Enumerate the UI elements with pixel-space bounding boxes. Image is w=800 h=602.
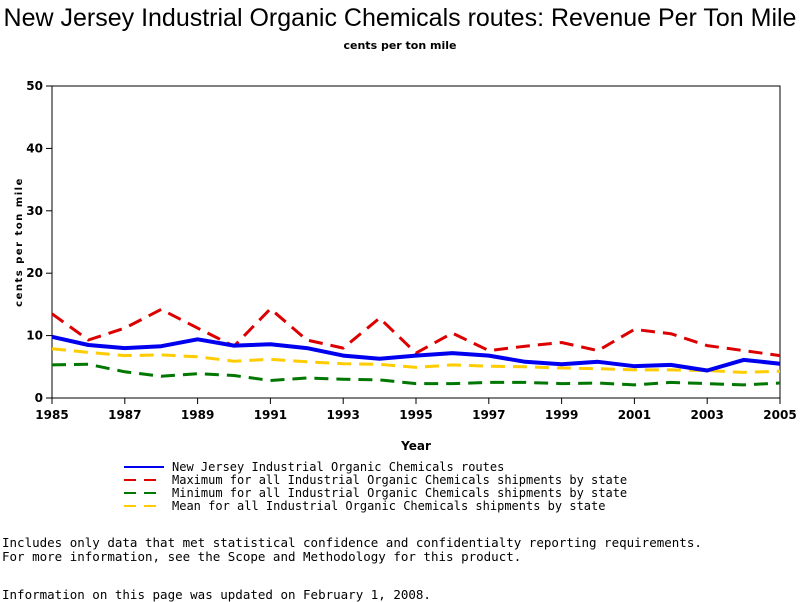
- legend-item: Minimum for all Industrial Organic Chemi…: [124, 485, 628, 500]
- x-tick-label: 2003: [690, 408, 723, 422]
- x-tick-label: 2005: [763, 408, 796, 422]
- legend-item: New Jersey Industrial Organic Chemicals …: [124, 459, 627, 474]
- y-axis-title: cents per ton mile: [14, 177, 25, 307]
- x-tick-label: 2001: [618, 408, 651, 422]
- footnote-confidence: Includes only data that met statistical …: [2, 535, 702, 550]
- legend-item: Maximum for all Industrial Organic Chemi…: [124, 472, 628, 487]
- legend-swatch: [124, 504, 164, 507]
- x-axis-title: Year: [400, 439, 431, 453]
- legend-item: Mean for all Industrial Organic Chemical…: [124, 498, 627, 513]
- y-tick-label: 0: [35, 391, 43, 405]
- plot-frame: [51, 85, 781, 399]
- series-line-1: [51, 307, 781, 358]
- y-tick-label: 20: [26, 266, 43, 280]
- axis-ticks: 1985 1987 1989 1991 1993 1995 1997 1999 2001 2003…: [26, 79, 796, 422]
- chart-title: New Jersey Industrial Organic Chemicals …: [3, 4, 797, 32]
- series-line-2: [51, 362, 781, 387]
- chart-legend: New Jersey Industrial Organic Chemicals …: [124, 459, 628, 513]
- y-tick-label: 10: [26, 329, 43, 343]
- legend-swatch: [124, 465, 164, 468]
- x-tick-label: 1991: [254, 408, 287, 422]
- y-tick-label: 40: [26, 141, 43, 155]
- update-notice: Information on this page was updated on …: [2, 587, 431, 602]
- legend-swatch: [124, 478, 164, 481]
- series-line-0: [51, 334, 781, 373]
- x-tick-label: 1989: [181, 408, 214, 422]
- y-tick-label: 30: [26, 204, 43, 218]
- legend-label: Maximum for all Industrial Organic Chemi…: [172, 472, 628, 487]
- footnote-methodology: For more information, see the Scope and …: [2, 549, 522, 564]
- legend-label: Mean for all Industrial Organic Chemical…: [172, 498, 606, 513]
- chart-subtitle: cents per ton mile: [343, 39, 457, 52]
- series-lines: [51, 307, 781, 387]
- x-tick-label: 1985: [35, 408, 68, 422]
- legend-swatch: [124, 491, 164, 494]
- x-tick-label: 1993: [326, 408, 359, 422]
- x-tick-label: 1999: [545, 408, 578, 422]
- series-line-3: [51, 347, 781, 374]
- legend-label: New Jersey Industrial Organic Chemicals …: [172, 459, 505, 474]
- y-tick-label: 50: [26, 79, 43, 93]
- x-tick-label: 1997: [472, 408, 505, 422]
- x-tick-label: 1987: [108, 408, 141, 422]
- line-chart: 1985 1987 1989 1991 1993 1995 1997 1999 2001 2003…: [14, 79, 797, 453]
- x-tick-label: 1995: [399, 408, 432, 422]
- legend-label: Minimum for all Industrial Organic Chemi…: [172, 485, 628, 500]
- footnotes: Includes only data that met statistical …: [2, 536, 702, 564]
